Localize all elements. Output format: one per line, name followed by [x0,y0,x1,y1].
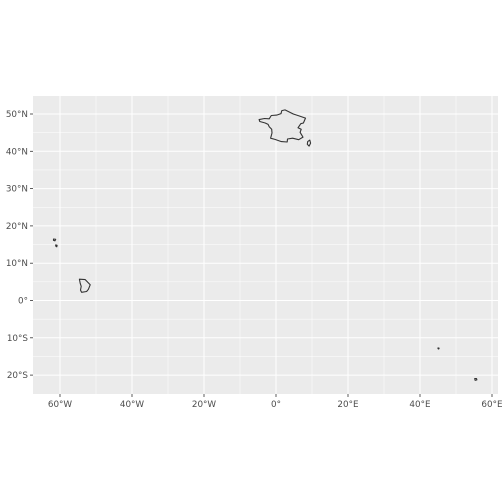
map-panel [33,96,498,394]
x-axis: 60°W 40°W 20°W 0° 20°E 40°E 60°E [48,394,503,410]
x-tick-label: 40°W [120,400,145,410]
x-tick-label: 20°E [337,400,358,410]
martinique-shape [55,244,58,248]
y-tick-label: 10°S [7,334,29,344]
y-tick-label: 10°N [6,259,28,269]
y-tick-label: 50°N [6,110,28,120]
guadeloupe-shape [52,238,57,242]
metropolitan-france-shape [258,109,307,143]
reunion-shape [474,377,478,381]
french-guiana-shape [78,278,91,293]
y-tick-label: 40°N [6,147,28,157]
y-axis: 50°N 40°N 30°N 20°N 10°N 0° 10°S 20°S [6,110,33,381]
y-tick-label: 30°N [6,185,28,195]
x-tick-label: 0° [271,400,281,410]
minor-gridlines [33,96,498,394]
x-tick-label: 40°E [409,400,430,410]
x-tick-label: 60°W [48,400,73,410]
x-tick-label: 60°E [481,400,502,410]
major-gridlines [33,96,498,394]
y-tick-label: 20°S [7,371,29,381]
x-tick-label: 20°W [192,400,217,410]
mayotte-shape [437,347,440,350]
y-tick-label: 20°N [6,222,28,232]
land-layer [52,109,478,381]
corsica-shape [306,139,312,147]
y-tick-label: 0° [18,297,28,307]
